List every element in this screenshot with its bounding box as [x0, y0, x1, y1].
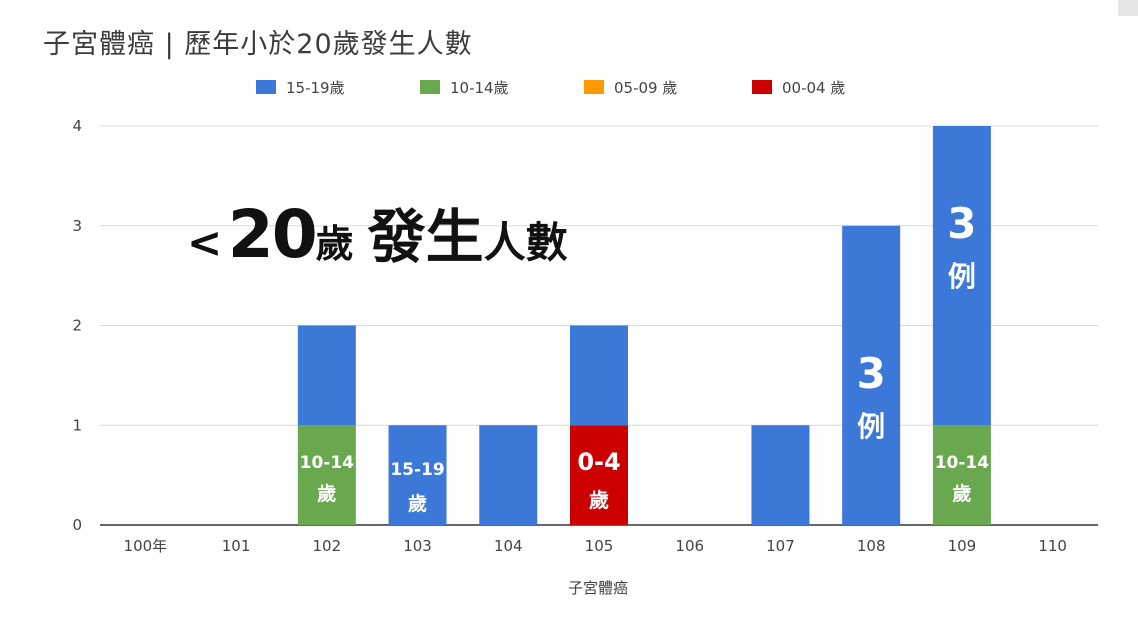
x-tick-label: 108 [857, 537, 886, 555]
bar-segment [842, 225, 901, 525]
chart-title: 子宮體癌 | 歷年小於20歲發生人數 [43, 29, 473, 60]
x-tick-label: 101 [222, 537, 251, 555]
legend-label: 00-04 歲 [782, 79, 845, 97]
legend-swatch [584, 80, 604, 94]
bar-annotation: 10-14 [935, 453, 990, 473]
bar-annotation: 3 [857, 349, 886, 398]
y-tick-label: 0 [72, 516, 82, 534]
bar-segment [751, 425, 810, 525]
bar-segment [479, 425, 538, 525]
bar-segment [388, 425, 447, 525]
y-tick-label: 1 [72, 416, 82, 434]
overlay-small: 人數 [483, 218, 568, 267]
bar-annotation: 歲 [408, 492, 427, 515]
x-axis-title: 子宮體癌 [568, 579, 628, 597]
overlay-lt: < [187, 218, 223, 267]
bar-annotation: 歲 [317, 482, 336, 505]
x-tick-label: 106 [675, 537, 704, 555]
bar-segment [570, 325, 628, 426]
overlay-num: 20 [227, 196, 318, 273]
bar-segment [932, 126, 991, 426]
y-tick-label: 2 [72, 317, 82, 335]
legend-swatch [420, 80, 440, 94]
bar-annotation: 例 [857, 410, 885, 443]
overlay-caption: < 20歲 發生人數 [187, 190, 568, 274]
bar-segment [297, 325, 356, 426]
bar-segment [297, 425, 356, 525]
x-tick-label: 109 [948, 537, 977, 555]
x-tick-label: 102 [312, 537, 341, 555]
x-tick-label: 107 [766, 537, 795, 555]
overlay-big: 發生 [367, 203, 484, 271]
bar-annotation: 3 [947, 199, 976, 248]
x-tick-label: 103 [403, 537, 432, 555]
bar-annotation: 10-14 [300, 453, 355, 473]
bar-segment [932, 425, 991, 525]
y-tick-label: 4 [72, 117, 82, 135]
legend-label: 05-09 歲 [614, 79, 677, 97]
bar-segment [570, 425, 628, 525]
legend-swatch [752, 80, 772, 94]
bar-annotation: 15-19 [390, 460, 444, 480]
bar-annotation: 歲 [589, 488, 609, 512]
x-tick-label: 104 [494, 537, 523, 555]
overlay-unit: 歲 [315, 222, 354, 266]
bar-annotation: 0-4 [577, 448, 620, 476]
legend-label: 10-14歲 [450, 79, 509, 97]
legend-label: 15-19歲 [286, 79, 345, 97]
x-tick-label: 105 [585, 537, 614, 555]
bar-annotation: 歲 [952, 482, 971, 505]
x-tick-label: 110 [1038, 537, 1067, 555]
y-tick-label: 3 [72, 217, 82, 235]
x-tick-label: 100年 [124, 537, 168, 555]
bar-annotation: 例 [948, 260, 976, 293]
corner-decoration [1118, 0, 1138, 16]
legend-swatch [256, 80, 276, 94]
